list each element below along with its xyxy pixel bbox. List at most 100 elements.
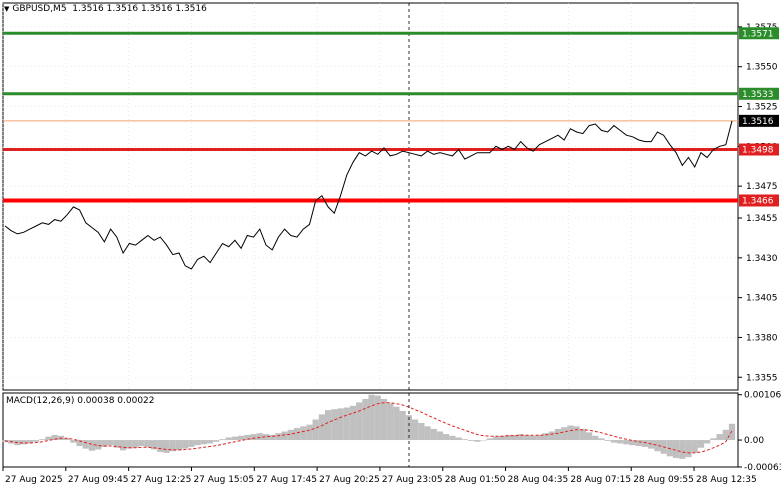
macd-bar bbox=[424, 426, 431, 441]
macd-bar bbox=[362, 398, 369, 441]
macd-bar bbox=[623, 440, 630, 445]
price-panel[interactable] bbox=[2, 2, 739, 391]
macd-bar bbox=[194, 440, 201, 446]
ohlc-values: 1.3516 1.3516 1.3516 1.3516 bbox=[72, 4, 207, 14]
macd-bar bbox=[405, 415, 413, 441]
macd-bar bbox=[70, 440, 77, 443]
macd-bar bbox=[45, 436, 52, 441]
macd-bar bbox=[672, 440, 680, 459]
macd-bar bbox=[455, 437, 462, 441]
macd-bar bbox=[95, 440, 102, 450]
macd-bar bbox=[635, 440, 642, 447]
macd-bar bbox=[132, 440, 139, 448]
macd-bar bbox=[188, 440, 195, 447]
price-tick-label: 1.3475 bbox=[746, 182, 778, 192]
level-price-tag bbox=[739, 114, 779, 127]
macd-bar bbox=[554, 428, 562, 441]
macd-bar bbox=[511, 434, 518, 441]
macd-bar bbox=[505, 434, 512, 441]
macd-bar bbox=[324, 410, 332, 441]
macd-bar bbox=[368, 394, 375, 441]
macd-bar bbox=[356, 402, 363, 441]
macd-bar bbox=[200, 440, 207, 445]
macd-bar bbox=[387, 403, 394, 441]
macd-bar bbox=[517, 434, 524, 441]
price-tick-label: 1.3355 bbox=[746, 373, 778, 383]
macd-bar bbox=[530, 435, 537, 441]
macd-bar bbox=[306, 424, 313, 441]
price-tick-label: 1.3380 bbox=[746, 333, 778, 343]
macd-bar bbox=[39, 439, 46, 441]
time-axis: 27 Aug 2025 27 Aug 09:45 27 Aug 12:25 27 Au… bbox=[2, 467, 757, 485]
level-price-tag bbox=[739, 143, 779, 156]
macd-bar bbox=[474, 440, 481, 442]
macd-bar bbox=[119, 440, 127, 451]
macd-bar bbox=[430, 428, 437, 441]
macd-bar bbox=[157, 440, 164, 453]
macd-bar bbox=[710, 438, 717, 441]
macd-bar bbox=[343, 407, 350, 441]
macd-bar bbox=[206, 440, 214, 444]
macd-bar bbox=[393, 406, 400, 441]
macd-bar bbox=[579, 428, 586, 441]
level-price-label: 1.3533 bbox=[742, 90, 774, 100]
time-tick-label: 28 Aug 12:35 bbox=[696, 475, 757, 485]
macd-bar bbox=[411, 419, 419, 441]
time-tick-label: 27 Aug 23:05 bbox=[382, 475, 443, 485]
macd-bar bbox=[225, 437, 232, 441]
macd-bar bbox=[281, 431, 288, 441]
macd-bar bbox=[169, 440, 176, 452]
macd-bar bbox=[51, 434, 58, 441]
triangle-down-icon[interactable]: ▼ bbox=[4, 5, 10, 13]
macd-bar bbox=[331, 409, 338, 441]
macd-bar bbox=[20, 440, 27, 445]
macd-bar bbox=[26, 440, 33, 444]
macd-bar bbox=[82, 440, 89, 449]
time-tick-label: 28 Aug 09:55 bbox=[633, 475, 694, 485]
macd-bar bbox=[151, 440, 158, 450]
macd-bar bbox=[536, 434, 543, 441]
macd-bar bbox=[182, 440, 189, 449]
symbol-header[interactable]: ▼ GBPUSD,M5 1.3516 1.3516 1.3516 1.3516 bbox=[4, 4, 207, 14]
macd-bar bbox=[722, 429, 729, 441]
price-tick-label: 1.3405 bbox=[746, 294, 778, 304]
macd-bar bbox=[685, 440, 692, 458]
macd-bar bbox=[716, 434, 723, 441]
macd-bar bbox=[318, 414, 326, 441]
level-price-label: 1.3466 bbox=[742, 196, 774, 206]
macd-bar bbox=[697, 440, 705, 448]
level-price-label: 1.3498 bbox=[742, 146, 774, 156]
time-tick-label: 27 Aug 2025 bbox=[5, 475, 63, 485]
price-axis: 1.35751.35501.35251.35001.34751.34551.34… bbox=[738, 23, 779, 383]
macd-bar bbox=[449, 435, 456, 441]
macd-bar bbox=[641, 440, 649, 447]
macd-bar bbox=[287, 429, 294, 441]
macd-bar bbox=[275, 433, 282, 441]
time-tick-label: 27 Aug 09:45 bbox=[68, 475, 129, 485]
macd-bar bbox=[561, 427, 568, 441]
macd-bar bbox=[461, 439, 468, 441]
macd-bar bbox=[679, 440, 686, 459]
price-tick-label: 1.3525 bbox=[746, 103, 778, 113]
macd-bar bbox=[113, 440, 120, 448]
macd-bar bbox=[175, 440, 183, 451]
macd-bar bbox=[542, 433, 549, 441]
macd-panel[interactable] bbox=[1, 392, 739, 468]
macd-bar bbox=[144, 440, 152, 447]
macd-bar bbox=[610, 440, 618, 443]
macd-axis: 0.00106 0.00 -0.00063 bbox=[738, 391, 781, 473]
time-tick-label: 28 Aug 07:15 bbox=[570, 475, 631, 485]
price-tick-label: 1.3455 bbox=[746, 214, 778, 224]
macd-bar bbox=[349, 405, 357, 441]
macd-signal-line bbox=[4, 402, 733, 454]
time-tick-label: 27 Aug 15:05 bbox=[193, 475, 254, 485]
macd-bar bbox=[492, 436, 499, 441]
level-price-tag bbox=[739, 87, 779, 100]
macd-tick-label: 0.00 bbox=[744, 436, 764, 446]
macd-bar bbox=[256, 433, 263, 441]
price-panel-frame bbox=[2, 2, 739, 391]
macd-bar bbox=[418, 422, 425, 441]
macd-bar bbox=[380, 398, 388, 441]
macd-bar bbox=[101, 440, 108, 447]
